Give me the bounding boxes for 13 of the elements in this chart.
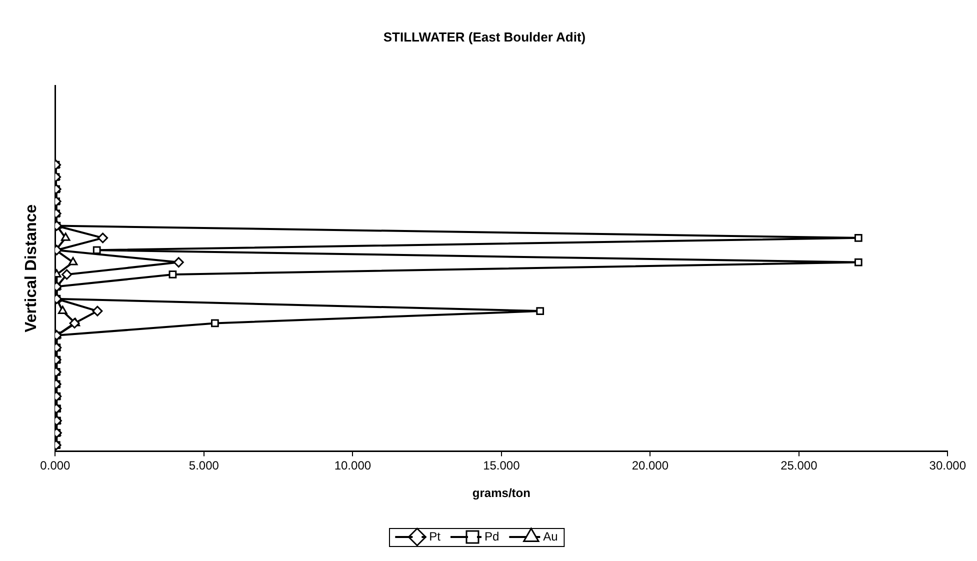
legend-label: Pt — [429, 529, 442, 544]
x-tick-label: 20.000 — [632, 458, 669, 473]
x-tick-label: 0.000 — [40, 458, 71, 473]
legend-label: Pd — [484, 529, 500, 544]
x-tick-label: 5.000 — [188, 458, 220, 473]
x-axis-title: grams/ton — [472, 486, 530, 500]
x-tick-label: 15.000 — [483, 458, 520, 473]
x-tick-label: 30.000 — [929, 458, 966, 473]
chart-title: STILLWATER (East Boulder Adit) — [383, 29, 586, 44]
legend-label: Au — [543, 529, 558, 544]
x-tick-label: 25.000 — [780, 458, 818, 473]
y-axis-title: Vertical Distance — [23, 204, 40, 332]
x-tick-label: 10.000 — [334, 458, 372, 473]
